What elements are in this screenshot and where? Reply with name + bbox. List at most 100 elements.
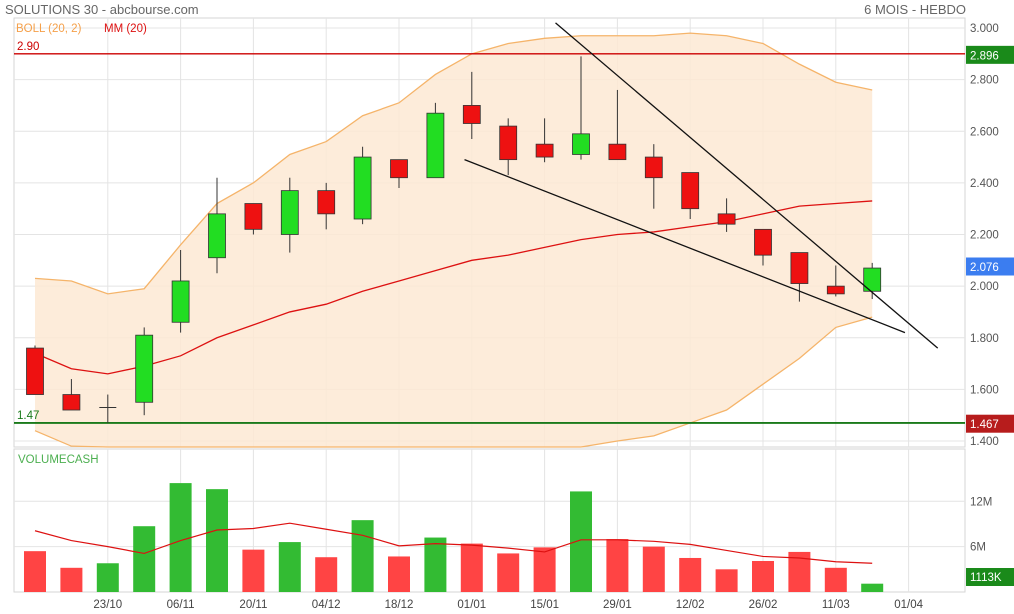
- legend-volume: VOLUMECASH: [18, 454, 99, 466]
- candle-body: [681, 172, 700, 210]
- x-tick-label: 04/12: [312, 599, 341, 611]
- price-y-axis: 3.000 2.800 2.600 2.400 2.200 2.000 1.800 1.600…: [970, 23, 999, 448]
- badge-last-price: 2.076: [970, 262, 999, 274]
- volume-y-axis: 12M 6M 1113K: [966, 496, 1014, 586]
- candle-body: [790, 252, 809, 284]
- support-label: 1.47: [17, 410, 39, 422]
- candle-body: [863, 267, 882, 292]
- candle-body: [535, 143, 554, 158]
- candle: [426, 102, 445, 179]
- candle-body: [171, 280, 190, 323]
- candle: [99, 394, 117, 423]
- candle: [572, 56, 590, 160]
- volume-bar: [752, 560, 774, 592]
- bollinger-lower-line: [34, 316, 873, 448]
- volume-bar: [242, 549, 265, 592]
- candle-body: [608, 143, 627, 161]
- volume-tick-label: 12M: [970, 496, 992, 508]
- volume-bar: [715, 569, 738, 592]
- candle-body: [353, 156, 372, 220]
- x-tick-label: 01/01: [457, 599, 486, 611]
- candle: [754, 228, 772, 266]
- volume-bar: [642, 546, 665, 592]
- volume-bars: [24, 483, 884, 592]
- candle: [790, 252, 809, 302]
- candle-body: [62, 394, 81, 411]
- candle: [280, 177, 299, 253]
- x-tick-label: 11/03: [822, 599, 850, 611]
- volume-bar: [60, 567, 83, 592]
- candle-body: [826, 285, 845, 295]
- volume-bar: [788, 551, 811, 592]
- candle: [681, 172, 700, 220]
- candle-body: [317, 190, 336, 215]
- volume-bar: [278, 542, 301, 592]
- chart-title: SOLUTIONS 30 - abcbourse.com: [5, 2, 199, 17]
- x-tick-label: 26/02: [749, 599, 778, 611]
- badge-volume: 1113K: [970, 572, 1002, 584]
- candle: [62, 379, 81, 411]
- volume-bar: [533, 547, 556, 592]
- volume-bar: [96, 563, 119, 592]
- candle-body: [644, 156, 663, 179]
- candle-body: [462, 105, 481, 124]
- candle-body: [499, 125, 518, 161]
- price-tick-label: 2.800: [970, 75, 999, 87]
- volume-bar: [24, 551, 46, 592]
- volume-average-line: [34, 522, 873, 564]
- candles: [26, 56, 882, 423]
- price-tick-label: 2.400: [970, 178, 999, 190]
- candle: [644, 144, 663, 209]
- x-tick-label: 23/10: [93, 599, 122, 611]
- volume-bar: [824, 567, 847, 592]
- price-tick-label: 1.800: [970, 333, 999, 345]
- candle: [135, 327, 154, 416]
- volume-bar: [497, 553, 520, 592]
- price-tick-label: 1.400: [970, 436, 999, 448]
- volume-bar: [315, 557, 338, 592]
- volume-bar: [570, 491, 592, 592]
- candle-body: [390, 159, 408, 179]
- candle-body: [280, 190, 299, 235]
- candle: [244, 203, 263, 235]
- candle: [826, 265, 845, 297]
- badge-support: 1.467: [970, 419, 999, 431]
- candle: [317, 182, 336, 230]
- volume-bar: [351, 520, 374, 592]
- volume-pane: [13, 448, 966, 593]
- trendline: [555, 22, 939, 349]
- chart-period: 6 MOIS - HEBDO: [864, 2, 966, 17]
- horizontal-levels: 2.90 1.47: [14, 41, 965, 424]
- volume-bar: [424, 537, 447, 592]
- volume-bar: [388, 556, 410, 592]
- candle: [208, 177, 226, 274]
- candle: [171, 249, 190, 333]
- price-tick-label: 3.000: [970, 23, 999, 35]
- candle: [353, 146, 372, 225]
- candle: [535, 118, 554, 163]
- badge-resistance: 2.896: [970, 50, 999, 62]
- candle-body: [426, 112, 445, 179]
- volume-bar: [606, 539, 629, 592]
- badge-last-price-bg: [966, 257, 1014, 276]
- candle-body: [208, 213, 226, 259]
- price-badges: 2.896 2.076 1.467: [966, 45, 1014, 433]
- volume-bar: [206, 489, 228, 592]
- trendlines: [464, 22, 939, 349]
- volume-bar: [861, 583, 884, 592]
- badge-support-bg: [966, 414, 1014, 433]
- candle-body: [754, 228, 772, 256]
- price-tick-label: 2.600: [970, 126, 999, 138]
- x-tick-label: 01/04: [894, 599, 923, 611]
- badge-volume-bg: [966, 568, 1014, 586]
- x-tick-label: 06/11: [167, 599, 195, 611]
- bollinger-band-area: [35, 33, 873, 447]
- candle: [390, 159, 408, 189]
- candle: [462, 71, 481, 139]
- volume-bar: [169, 483, 192, 592]
- price-tick-label: 2.200: [970, 230, 999, 242]
- candle: [608, 89, 627, 161]
- candle-body: [572, 133, 590, 155]
- x-axis: 23/10 06/11 20/11 04/12 18/12 01/01 15/01 29/01…: [93, 599, 923, 611]
